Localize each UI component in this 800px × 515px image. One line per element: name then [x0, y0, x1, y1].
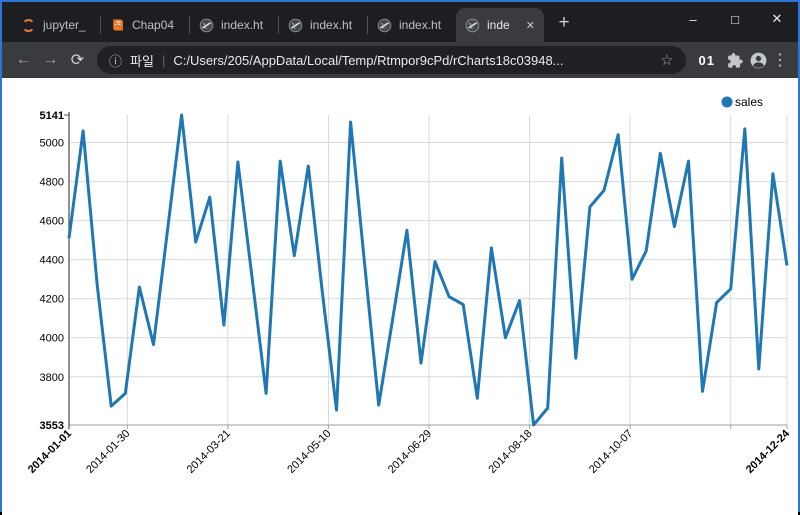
- forward-button[interactable]: →: [42, 51, 59, 68]
- x-tick-label-group: 2014-08-18: [486, 428, 534, 476]
- tab-label: jupyter_: [43, 18, 86, 32]
- tab-list: jupyter_ Chap04 index.ht index.ht index.ht in…: [12, 2, 544, 42]
- tab-separator: [100, 16, 101, 34]
- tab-label: index.ht: [310, 18, 353, 32]
- new-tab-button[interactable]: +: [558, 12, 570, 33]
- x-tick-label-group: 2014-12-24: [744, 427, 793, 476]
- url-scheme-label: 파일: [130, 53, 154, 69]
- x-tick-label: 2014-12-24: [744, 427, 793, 476]
- tab-chap04-1[interactable]: Chap04: [101, 8, 189, 42]
- tab-strip: jupyter_ Chap04 index.ht index.ht index.ht in…: [2, 2, 798, 42]
- globe-icon: [288, 18, 303, 33]
- x-tick-label-group: 2014-10-07: [587, 428, 635, 476]
- y-tick-label: 4400: [40, 255, 64, 267]
- x-tick-label-group: 2014-01-30: [84, 428, 132, 476]
- x-tick-label: 2014-10-07: [587, 428, 635, 476]
- bookmark-star-icon[interactable]: ☆: [660, 52, 674, 69]
- window-controls: – □ ✕: [672, 2, 798, 36]
- y-tick-label: 4800: [40, 177, 64, 189]
- globe-icon: [199, 18, 214, 33]
- minimize-button[interactable]: –: [689, 11, 697, 27]
- back-button[interactable]: ←: [15, 51, 32, 68]
- x-tick-label-group: 2014-05-10: [285, 428, 333, 476]
- address-bar[interactable]: ⓘ 파일 | C:/Users/205/AppData/Local/Temp/R…: [97, 46, 686, 74]
- x-tick-label-group: 2014-06-29: [386, 428, 434, 476]
- x-tick-label: 2014-06-29: [386, 428, 434, 476]
- tab-close-icon[interactable]: ✕: [525, 19, 535, 32]
- tab-indexht-3[interactable]: index.ht: [279, 8, 367, 42]
- extension-badge-01[interactable]: 01: [698, 52, 715, 68]
- tab-separator: [367, 16, 368, 34]
- tab-inde-5[interactable]: inde ✕: [456, 8, 544, 42]
- x-tick-label-group: 2014-01-01: [26, 428, 74, 476]
- tab-label: Chap04: [132, 18, 175, 32]
- maximize-button[interactable]: □: [731, 11, 739, 27]
- tab-indexht-4[interactable]: index.ht: [368, 8, 456, 42]
- profile-avatar-icon[interactable]: [746, 51, 770, 70]
- url-separator: |: [161, 52, 166, 68]
- book-icon: [110, 18, 125, 33]
- x-tick-label-group: 2014-03-21: [185, 428, 233, 476]
- toolbar: ← → ⟳ ⓘ 파일 | C:/Users/205/AppData/Local/…: [2, 42, 798, 78]
- tab-indexht-2[interactable]: index.ht: [190, 8, 278, 42]
- sales-line-chart: 2014-01-01 2014-01-30 2014-03-21 2014-05-10…: [26, 95, 793, 476]
- menu-kebab-icon[interactable]: ⋮: [772, 52, 788, 69]
- sales-series-line[interactable]: [67, 113, 789, 427]
- tab-separator: [278, 16, 279, 34]
- y-tick-label: 4000: [40, 333, 64, 345]
- url-text[interactable]: C:/Users/205/AppData/Local/Temp/Rtmpor9c…: [173, 52, 564, 68]
- x-tick-label: 2014-05-10: [285, 428, 333, 476]
- tab-label: index.ht: [221, 18, 264, 32]
- jupyter-icon: [21, 18, 36, 33]
- y-tick-label: 5141: [40, 110, 64, 122]
- x-tick-label: 2014-08-18: [486, 428, 534, 476]
- legend-label[interactable]: sales: [735, 95, 763, 109]
- tab-jupyter-0[interactable]: jupyter_: [12, 8, 100, 42]
- y-tick-label: 4600: [40, 216, 64, 228]
- x-tick-label: 2014-01-01: [26, 428, 74, 476]
- extensions-puzzle-icon[interactable]: [722, 52, 746, 69]
- tab-label: inde: [487, 18, 510, 32]
- legend-swatch[interactable]: [721, 96, 733, 108]
- x-tick-label: 2014-01-30: [84, 428, 132, 476]
- globe-icon: [465, 18, 480, 33]
- y-tick-label: 3553: [40, 420, 64, 432]
- globe-icon: [377, 18, 392, 33]
- page-content: 2014-01-01 2014-01-30 2014-03-21 2014-05-10…: [2, 78, 798, 515]
- x-tick-label: 2014-03-21: [185, 428, 233, 476]
- close-button[interactable]: ✕: [771, 11, 783, 26]
- tab-separator: [189, 16, 190, 34]
- y-tick-label: 5000: [40, 138, 64, 150]
- page-info-icon[interactable]: ⓘ: [109, 53, 123, 69]
- reload-button[interactable]: ⟳: [70, 52, 85, 69]
- y-tick-label: 4200: [40, 294, 64, 306]
- tab-label: index.ht: [399, 18, 442, 32]
- y-tick-label: 3800: [40, 372, 64, 384]
